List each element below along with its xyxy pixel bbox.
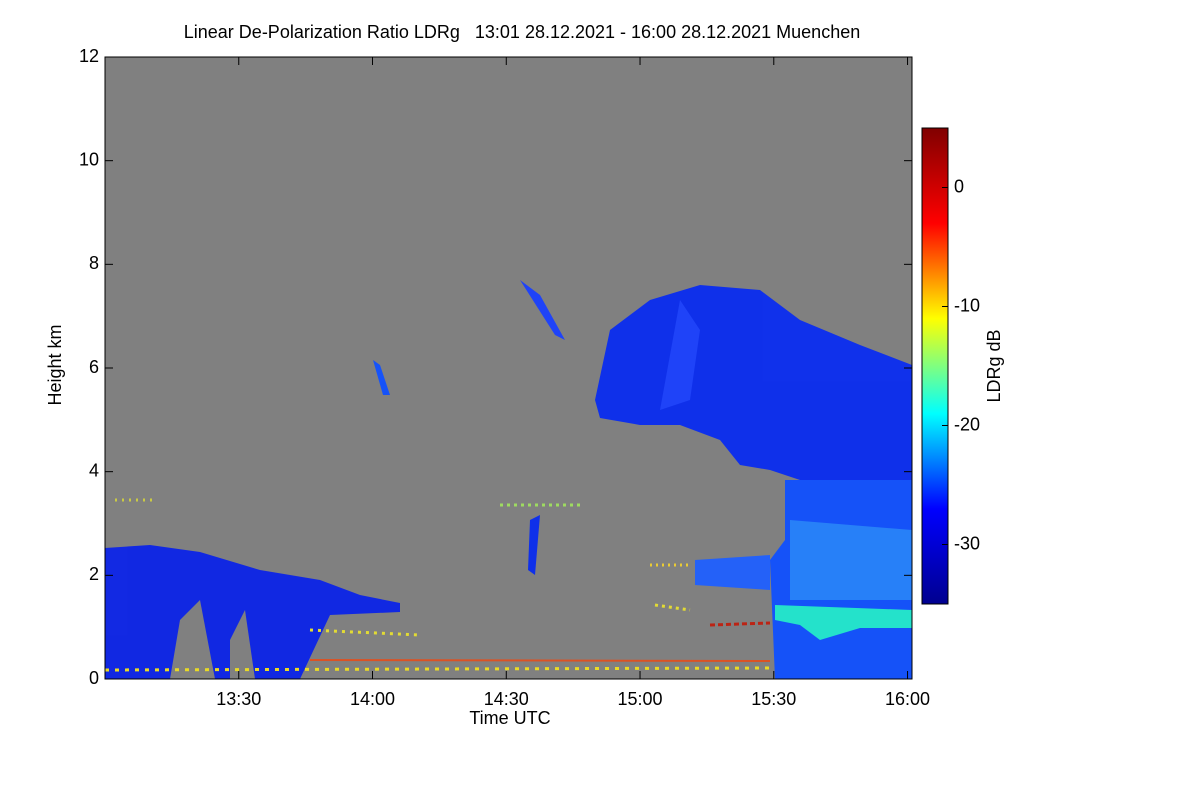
- y-axis-label: Height km: [45, 324, 65, 405]
- x-tick-label: 14:30: [484, 689, 529, 709]
- x-tick-label: 15:00: [618, 689, 663, 709]
- x-tick-label: 16:00: [885, 689, 930, 709]
- colorbar-tick-label: -20: [954, 414, 980, 434]
- y-tick-label: 12: [79, 46, 99, 66]
- y-tick-label: 2: [89, 564, 99, 584]
- colorbar-label: LDRg dB: [984, 329, 1004, 402]
- y-tick-label: 8: [89, 253, 99, 273]
- x-tick-label: 14:00: [350, 689, 395, 709]
- y-tick-label: 10: [79, 149, 99, 169]
- y-tick-label: 6: [89, 357, 99, 377]
- x-tick-label: 15:30: [751, 689, 796, 709]
- y-tick-label: 4: [89, 460, 99, 480]
- field: [104, 280, 912, 679]
- y-tick-label: 0: [89, 668, 99, 688]
- chart-title: Linear De-Polarization Ratio LDRg 13:01 …: [184, 22, 860, 42]
- x-axis-label: Time UTC: [469, 708, 550, 728]
- colorbar-tick-label: -30: [954, 533, 980, 553]
- colorbar-tick-label: 0: [954, 176, 964, 196]
- colorbar: [921, 127, 949, 605]
- x-tick-label: 13:30: [216, 689, 261, 709]
- colorbar-tick-label: -10: [954, 295, 980, 315]
